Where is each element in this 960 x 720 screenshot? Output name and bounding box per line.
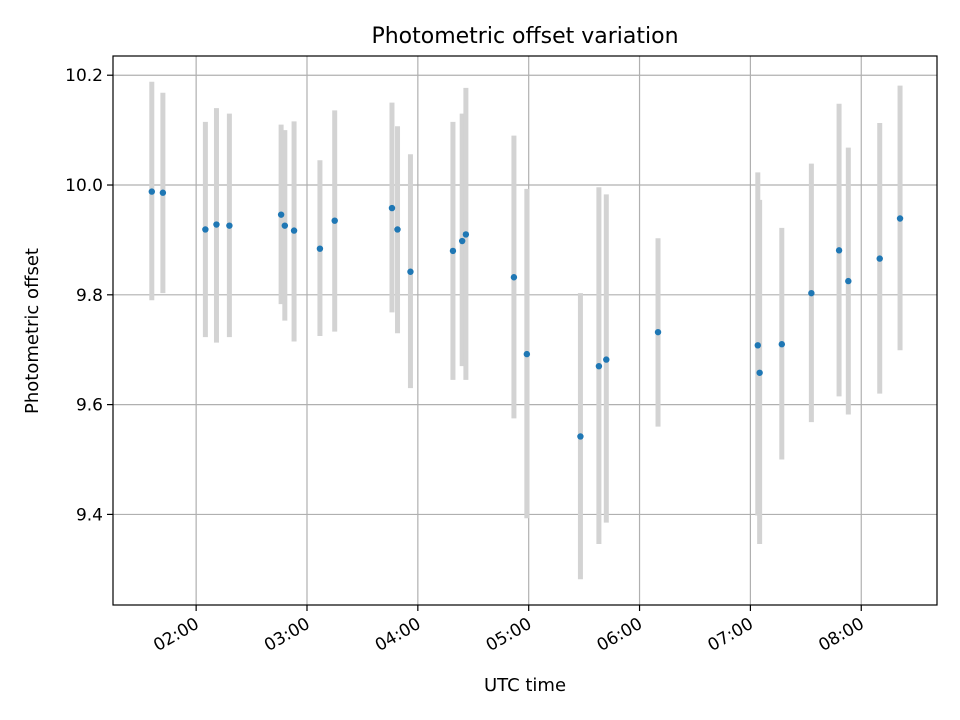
data-point [458, 237, 466, 245]
y-axis-ticks: 9.4 9.6 9.8 10.0 10.2 [65, 66, 113, 525]
data-point [331, 217, 338, 224]
data-point [603, 356, 610, 363]
data-point [778, 341, 786, 348]
data-point [654, 328, 662, 336]
data-point [316, 245, 324, 252]
chart-title: Photometric offset variation [371, 24, 678, 49]
data-point [394, 226, 401, 233]
data-point [277, 211, 285, 218]
x-tick-label: 08:00 [815, 614, 867, 656]
x-tick-label: 07:00 [704, 614, 756, 656]
x-tick-label: 03:00 [261, 614, 313, 656]
data-point [510, 274, 518, 281]
x-tick-label: 04:00 [372, 614, 424, 656]
data-point [808, 289, 815, 297]
x-axis-label: UTC time [484, 675, 566, 696]
data-point [202, 226, 209, 233]
data-point [835, 247, 843, 254]
data-point [290, 227, 298, 234]
y-tick-label: 9.4 [76, 505, 103, 525]
data-point [388, 204, 396, 212]
y-axis-label: Photometric offset [22, 248, 43, 414]
x-axis-ticks: 02:00 03:00 04:00 05:00 06:00 07:00 08:00 [150, 605, 868, 656]
data-point [462, 231, 470, 238]
data-point [876, 255, 883, 262]
data-point [523, 350, 531, 358]
y-tick-label: 9.8 [76, 286, 103, 306]
data-point [577, 433, 584, 440]
y-tick-label: 10.0 [65, 176, 103, 196]
data-point [407, 268, 414, 275]
data-point [756, 369, 763, 376]
data-point [159, 189, 167, 196]
x-tick-label: 02:00 [150, 614, 202, 656]
data-point [281, 222, 289, 229]
x-tick-label: 06:00 [594, 614, 646, 656]
error-bar-layer [149, 81, 903, 580]
data-point [896, 215, 904, 222]
data-point [148, 188, 155, 195]
data-point [595, 362, 603, 370]
data-point [449, 247, 457, 255]
data-point [845, 277, 852, 285]
point-layer [148, 188, 904, 440]
data-point [213, 221, 220, 228]
data-point [754, 342, 761, 349]
x-tick-label: 05:00 [483, 614, 535, 656]
y-tick-label: 10.2 [65, 66, 103, 86]
plot-frame [112, 55, 938, 606]
y-tick-label: 9.6 [76, 396, 103, 416]
data-point [226, 222, 233, 229]
